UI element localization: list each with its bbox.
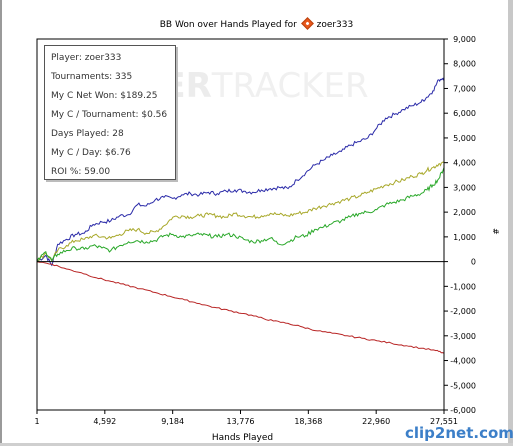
x-tick-label: 1: [34, 417, 39, 426]
y-axis-label: #: [491, 228, 500, 235]
x-tick-label: 27,551: [430, 417, 458, 426]
chart-title-row: BB Won over Hands Played for zoer333: [0, 17, 513, 30]
y-tick-label: 7,000: [453, 84, 476, 93]
clip-logo-num: 2: [434, 424, 446, 442]
axes: 9,000 8,000 7,000 6,000 5,000 4,000 3,000 2,000…: [34, 35, 500, 443]
x-tick-label: 4,592: [93, 417, 116, 426]
series-lines: [36, 77, 445, 354]
series-line-3: [36, 167, 445, 262]
x-tick-label: 18,368: [294, 417, 322, 426]
series-line-4: [36, 261, 445, 354]
y-tick-label: 9,000: [453, 35, 476, 44]
y-tick-label: -2,000: [450, 307, 476, 316]
stat-days-played: Days Played: 28: [51, 129, 124, 139]
stat-net-won: My C Net Won: $189.25: [51, 91, 158, 101]
y-tick-label: 4,000: [453, 159, 476, 168]
y-tick-label: 8,000: [453, 60, 476, 69]
y-tick-label: 5,000: [453, 134, 476, 143]
y-tick-label: -6,000: [450, 406, 476, 415]
clip-logo-prefix: clip: [405, 424, 435, 442]
clip-logo-suffix: net.com: [445, 424, 513, 442]
x-tick-label: 13,776: [227, 417, 255, 426]
y-tick-label: 6,000: [453, 109, 476, 118]
x-tick-label: 22,960: [362, 417, 390, 426]
watermark-light: TRACKER: [211, 66, 369, 106]
stat-per-day: My C / Day: $6.76: [51, 148, 131, 158]
y-tick-label: 1,000: [453, 233, 476, 242]
stat-tournaments: Tournaments: 335: [51, 72, 133, 82]
clip2net-logo: clip2net.com: [405, 424, 513, 442]
stats-box: Player: zoer333 Tournaments: 335 My C Ne…: [44, 45, 176, 180]
chart-title: BB Won over Hands Played for: [159, 20, 297, 30]
y-tick-label: -5,000: [450, 381, 476, 390]
stat-player: Player: zoer333: [51, 53, 122, 63]
y-tick-label: -1,000: [450, 282, 476, 291]
y-tick-label: 2,000: [453, 208, 476, 217]
y-tick-label: -4,000: [450, 357, 476, 366]
window-frame-right: [508, 0, 513, 446]
y-tick-label: 3,000: [453, 183, 476, 192]
y-tick-label: 0: [471, 258, 476, 267]
stat-per-tournament: My C / Tournament: $0.56: [51, 110, 168, 120]
series-line-1: [36, 77, 445, 267]
window-frame-bottom: [0, 443, 513, 446]
series-line-2: [37, 161, 445, 263]
window-frame-left: [0, 0, 2, 446]
y-tick-label: -3,000: [450, 332, 476, 341]
x-tick-label: 9,184: [161, 417, 184, 426]
x-axis-label: Hands Played: [212, 433, 273, 443]
chart-title-player: zoer333: [316, 20, 354, 30]
stat-roi: ROI %: 59.00: [51, 167, 111, 177]
